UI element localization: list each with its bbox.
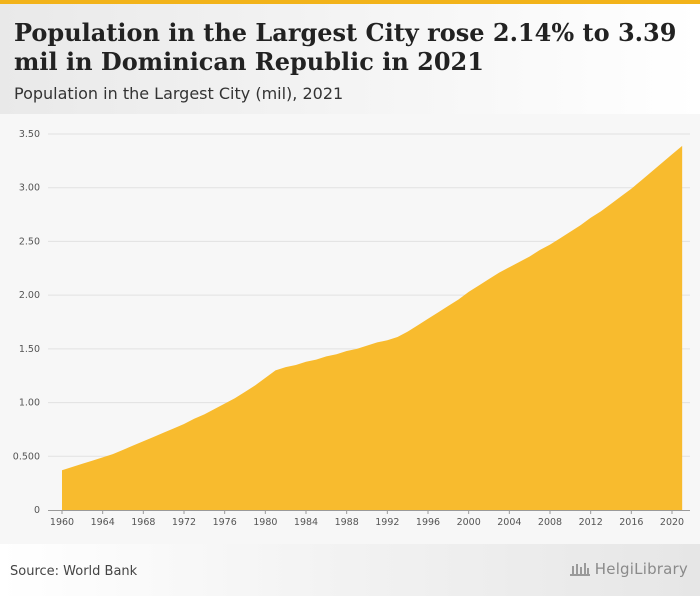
x-tick-label: 2000	[457, 517, 481, 528]
x-tick-label: 1960	[50, 517, 74, 528]
x-tick-label: 2008	[538, 517, 562, 528]
area-series	[62, 145, 683, 510]
helgi-library-logo[interactable]: HelgiLibrary	[569, 560, 688, 578]
x-tick-label: 1984	[294, 517, 318, 528]
x-tick-label: 1996	[416, 517, 440, 528]
x-tick-label: 1988	[335, 517, 359, 528]
x-tick-label: 2020	[660, 517, 684, 528]
footer: Source: World Bank HelgiLibrary	[0, 544, 700, 596]
x-tick-label: 1964	[91, 517, 115, 528]
x-tick-label: 1976	[213, 517, 237, 528]
chart-subtitle: Population in the Largest City (mil), 20…	[14, 84, 344, 103]
y-tick-label: 0	[34, 505, 40, 516]
x-tick-label: 1968	[131, 517, 155, 528]
y-tick-label: 0.500	[13, 451, 40, 462]
area-chart: 0 0.500 1.00 1.50 2.00 2.50 3.00 3.50 1960 1964 19…	[13, 129, 690, 528]
y-tick-label: 1.50	[19, 344, 40, 355]
logo-text: HelgiLibrary	[594, 560, 688, 578]
x-tick-label: 2016	[619, 517, 643, 528]
x-tick-label: 1972	[172, 517, 196, 528]
y-tick-label: 3.50	[19, 129, 40, 140]
y-tick-label: 2.00	[19, 290, 40, 301]
x-tick-label: 2004	[497, 517, 521, 528]
y-tick-label: 3.00	[19, 183, 40, 194]
y-tick-label: 2.50	[19, 236, 40, 247]
accent-bar	[0, 0, 700, 4]
x-tick-label: 2012	[579, 517, 603, 528]
source-note: Source: World Bank	[10, 564, 138, 579]
x-tick-label: 1980	[253, 517, 277, 528]
header: Population in the Largest City rose 2.14…	[0, 4, 700, 114]
x-tick-label: 1992	[375, 517, 399, 528]
chart-title: Population in the Largest City rose 2.14…	[14, 18, 677, 76]
library-building-icon	[569, 563, 590, 576]
y-tick-label: 1.00	[19, 398, 40, 409]
